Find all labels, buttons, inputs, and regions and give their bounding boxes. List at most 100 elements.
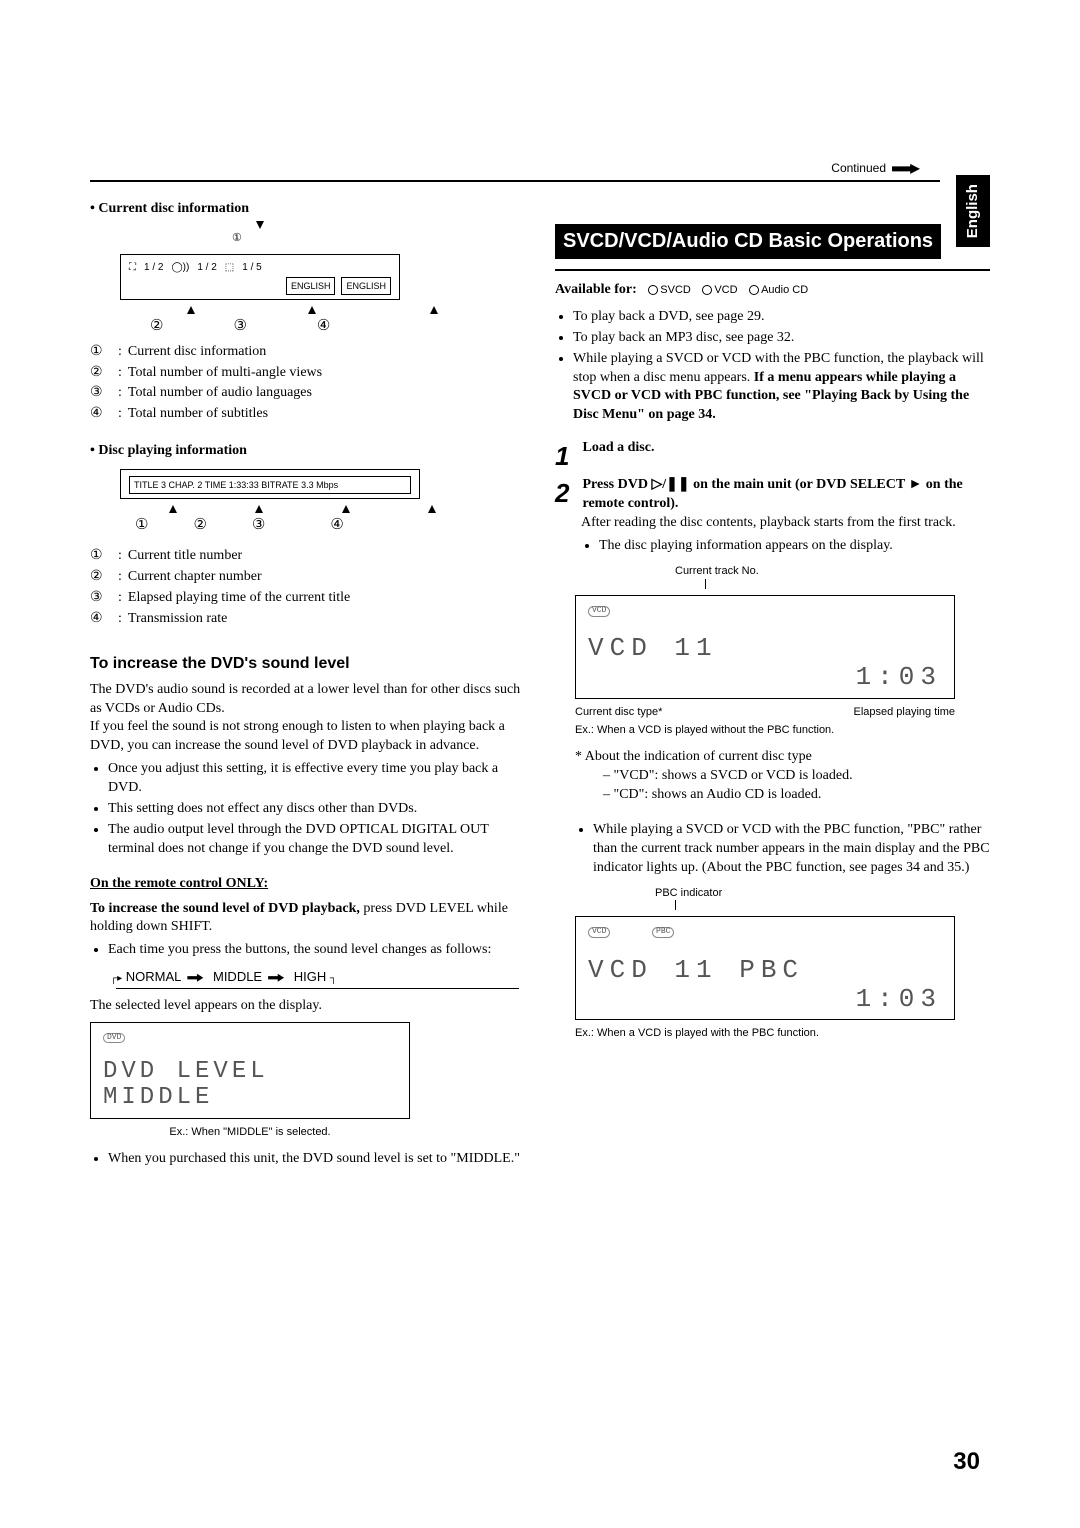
sound-bullet: This setting does not effect any discs o… [108, 800, 525, 819]
language-tab: English [956, 175, 990, 247]
label-type: Current disc type* [575, 705, 662, 720]
play-pause-icon: ▷/❚❚ [651, 477, 689, 492]
bullet-pbc: While playing a SVCD or VCD with the PBC… [573, 350, 990, 426]
purchased-note: When you purchased this unit, the DVD so… [108, 1150, 525, 1169]
page-number: 30 [953, 1446, 980, 1478]
disp1-line1: VCD 11 [588, 634, 718, 663]
legend-num: ④ [90, 610, 112, 629]
flow-middle: MIDDLE [213, 969, 262, 984]
caption-2: Ex.: When a VCD is played with the PBC f… [575, 1026, 990, 1041]
arrow-up-icon [169, 505, 177, 513]
step-1-num: 1 [555, 439, 579, 474]
dvd-level-display: DVD DVD LEVEL MIDDLE [90, 1022, 410, 1119]
legend-text: Current disc information [128, 343, 266, 362]
audio-icon: ◯)) [171, 261, 189, 275]
dash-vcd: "VCD": shows a SVCD or VCD is loaded. [603, 767, 990, 786]
arrow-up-icon [342, 505, 350, 513]
arrow-up-icon [308, 306, 316, 314]
language-tab-text: English [963, 184, 983, 238]
disc-icon [702, 285, 712, 295]
angle-icon: ⛶ [129, 261, 136, 275]
sound-bullet: The audio output level through the DVD O… [108, 821, 525, 859]
arrow-up-icon [430, 306, 438, 314]
step2a: Press DVD [583, 477, 652, 492]
disc-playing-legend: ①:Current title number ②:Current chapter… [90, 547, 525, 629]
vcd-indicator-icon: VCD [588, 927, 610, 938]
label-track: Current track No. [675, 564, 990, 579]
current-disc-legend: ①:Current disc information ②:Total numbe… [90, 343, 525, 425]
step-2-text: Press DVD ▷/❚❚ on the main unit (or DVD … [583, 476, 988, 514]
pointer-line [705, 579, 990, 589]
vcd-indicator-icon: VCD [588, 606, 610, 617]
sound-bullet: Once you adjust this setting, it is effe… [108, 760, 525, 798]
available-for: Available for: [555, 282, 637, 297]
current-disc-diagram: ⛶ 1 / 2 ◯)) 1 / 2 ⬚ 1 / 5 ENGLISH ENGLIS… [120, 254, 400, 301]
disc-playing-diagram: TITLE 3 CHAP. 2 TIME 1:33:33 BITRATE 3.3… [120, 469, 420, 499]
legend-num: ③ [90, 589, 112, 608]
disc-playing-info-title: Disc playing information [90, 442, 525, 461]
disp2-line2: 1:03 [588, 985, 942, 1014]
caption-1: Ex.: When a VCD is played without the PB… [575, 723, 990, 738]
left-column: Current disc information ① ⛶ 1 / 2 ◯)) 1… [90, 200, 525, 1173]
disc-audiocd: Audio CD [761, 284, 808, 296]
bullet-dvd: To play back a DVD, see page 29. [573, 308, 990, 327]
legend-num: ① [90, 343, 112, 362]
disc-playing-text: TITLE 3 CHAP. 2 TIME 1:33:33 BITRATE 3.3… [129, 476, 411, 494]
legend-num: ④ [90, 405, 112, 424]
angle-value: 1 / 2 [144, 261, 163, 275]
display-caption: Ex.: When "MIDDLE" is selected. [90, 1125, 410, 1140]
svcd-heading: SVCD/VCD/Audio CD Basic Operations [555, 224, 941, 259]
remote-only: On the remote control ONLY: [90, 876, 268, 891]
legend-text: Total number of multi-angle views [128, 364, 322, 383]
sound-level-p1: The DVD's audio sound is recorded at a l… [90, 681, 525, 719]
legend-num: ② [90, 568, 112, 587]
circled-2b: ② [193, 515, 206, 535]
subtitle-icon: ⬚ [225, 261, 234, 275]
selected-level: The selected level appears on the displa… [90, 997, 525, 1016]
header-rule [90, 180, 940, 182]
arrow-up-icon [255, 505, 263, 513]
legend-num: ③ [90, 384, 112, 403]
display-line2: MIDDLE [103, 1085, 397, 1111]
pbc-while: While playing a SVCD or VCD with the PBC… [593, 821, 990, 878]
circled-1-top: ① [232, 231, 525, 246]
lang-subtitle: ENGLISH [341, 277, 391, 295]
step-1-text: Load a disc. [583, 439, 988, 458]
legend-text: Current title number [128, 547, 242, 566]
dvd-indicator-icon: DVD [103, 1033, 125, 1044]
label-elapsed: Elapsed playing time [853, 705, 955, 720]
disp1-line2: 1:03 [588, 663, 942, 692]
legend-text: Current chapter number [128, 568, 262, 587]
vcd-display-2: VCD PBC VCD 11 PBC 1:03 [575, 916, 955, 1020]
after-reading: After reading the disc contents, playbac… [581, 514, 990, 533]
circled-3b: ③ [252, 515, 265, 535]
lang-audio: ENGLISH [286, 277, 336, 295]
sound-level-bullets: Once you adjust this setting, it is effe… [90, 760, 525, 858]
increase-bold: To increase the sound level of DVD playb… [90, 901, 360, 916]
flow-high: HIGH [294, 969, 327, 984]
arrow-up-icon [187, 306, 195, 314]
legend-text: Transmission rate [128, 610, 227, 629]
sound-level-heading: To increase the DVD's sound level [90, 653, 525, 675]
continued-label: Continued [831, 160, 920, 176]
right-column: SVCD/VCD/Audio CD Basic Operations Avail… [555, 200, 990, 1173]
info-appears: The disc playing information appears on … [599, 537, 990, 556]
circled-4: ④ [317, 316, 330, 336]
legend-text: Total number of audio languages [128, 384, 312, 403]
pbc-indicator-icon: PBC [652, 927, 674, 938]
pointer-line [675, 900, 990, 910]
disp2-line1: VCD 11 PBC [588, 956, 942, 985]
step-2-num: 2 [555, 476, 579, 511]
circled-4b: ④ [330, 515, 343, 535]
arrow-down-icon [256, 221, 264, 229]
disc-icon [648, 285, 658, 295]
current-disc-info-title: Current disc information [90, 200, 525, 219]
subtitle-value: 1 / 5 [242, 261, 261, 275]
circled-3: ③ [233, 316, 246, 336]
sound-level-p2: If you feel the sound is not strong enou… [90, 718, 525, 756]
legend-text: Total number of subtitles [128, 405, 268, 424]
audio-value: 1 / 2 [197, 261, 216, 275]
flow-normal: NORMAL [126, 969, 182, 984]
disc-icon [749, 285, 759, 295]
dash-cd: "CD": shows an Audio CD is loaded. [603, 786, 990, 805]
